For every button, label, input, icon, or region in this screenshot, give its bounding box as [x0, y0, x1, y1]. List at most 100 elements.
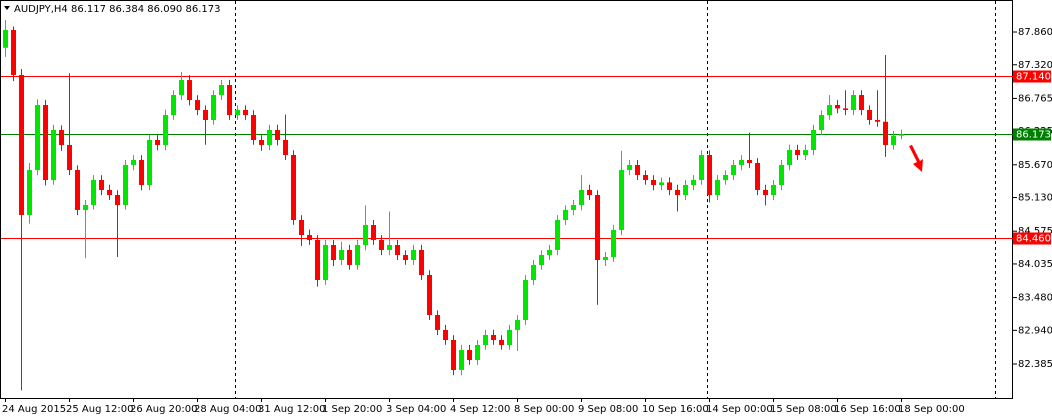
candle-body	[555, 219, 560, 250]
candle-body	[259, 140, 264, 145]
candle-body	[731, 164, 736, 175]
candle-body	[819, 115, 824, 130]
candle-body	[571, 205, 576, 210]
candle-body	[691, 180, 696, 185]
candle-body	[419, 249, 424, 275]
y-tick-label: 82.385	[1018, 359, 1052, 370]
level-label: 86.173	[1016, 130, 1051, 141]
candle-body	[91, 180, 96, 206]
candle-body	[275, 129, 280, 141]
y-tick-label: 87.860	[1018, 27, 1052, 38]
candle-body	[651, 180, 656, 185]
candle-body	[635, 164, 640, 175]
candle-body	[803, 150, 808, 155]
y-tick-label: 84.575	[1018, 226, 1052, 237]
candle-body	[387, 245, 392, 250]
x-tick-label: 24 Aug 2015	[2, 404, 66, 415]
candle-body	[603, 256, 608, 260]
candle-body	[323, 245, 328, 281]
candle-body	[491, 335, 496, 340]
candle-body	[427, 274, 432, 315]
y-tick-label: 87.320	[1018, 60, 1052, 71]
x-tick-label: 31 Aug 12:00	[258, 404, 325, 415]
candle-body	[675, 189, 680, 195]
candle-body	[227, 85, 232, 116]
candle-body	[147, 140, 152, 185]
candle-body	[451, 339, 456, 370]
x-tick-label: 1 Sep 20:00	[322, 404, 382, 415]
x-tick-label: 10 Sep 16:00	[642, 404, 709, 415]
x-tick-label: 3 Sep 04:00	[386, 404, 446, 415]
candle-body	[811, 129, 816, 151]
candle-body	[179, 80, 184, 96]
y-tick-label: 83.480	[1018, 293, 1052, 304]
candle-body	[459, 349, 464, 370]
x-tick-label: 4 Sep 12:00	[450, 404, 510, 415]
y-tick-label: 85.130	[1018, 193, 1052, 204]
y-tick-label: 84.035	[1018, 259, 1052, 270]
candle-body	[763, 189, 768, 195]
candle-body	[579, 189, 584, 206]
candle-body	[659, 182, 664, 185]
candle-body	[627, 164, 632, 171]
candle-body	[11, 30, 16, 76]
candle-body	[747, 160, 752, 163]
candle-body	[3, 30, 8, 48]
candle-body	[355, 245, 360, 265]
candle-body	[75, 170, 80, 210]
candle-body	[307, 235, 312, 240]
candle-body	[795, 150, 800, 155]
candle-body	[411, 249, 416, 260]
candle-body	[739, 160, 744, 165]
candle-body	[347, 249, 352, 265]
candle-body	[595, 194, 600, 260]
candle-body	[683, 184, 688, 195]
candle-body	[443, 329, 448, 340]
candle-body	[851, 95, 856, 110]
candle-body	[699, 154, 704, 181]
candle-body	[315, 239, 320, 281]
candle-body	[499, 339, 504, 346]
candle-body	[899, 134, 904, 136]
candle-body	[35, 105, 40, 171]
candle-body	[43, 105, 48, 181]
x-tick-label: 25 Aug 12:00	[66, 404, 133, 415]
candle-body	[467, 349, 472, 360]
y-tick-label: 85.670	[1018, 160, 1052, 171]
candle-body	[155, 140, 160, 145]
candle-body	[891, 135, 896, 145]
candle-body	[643, 174, 648, 181]
candle-body	[843, 108, 848, 110]
candle-body	[115, 194, 120, 206]
candle-body	[59, 129, 64, 145]
candle-body	[587, 189, 592, 195]
x-tick-label: 8 Sep 00:00	[514, 404, 574, 415]
candle-body	[435, 314, 440, 330]
candle-body	[363, 225, 368, 246]
candle-body	[83, 205, 88, 210]
candle-body	[539, 255, 544, 265]
candle-body	[171, 95, 176, 116]
candle-body	[475, 345, 480, 360]
candle-body	[619, 170, 624, 230]
candle-body	[787, 150, 792, 165]
candle-body	[859, 95, 864, 110]
x-tick-label: 9 Sep 08:00	[578, 404, 638, 415]
y-tick-label: 82.940	[1018, 325, 1052, 336]
candle-body	[195, 100, 200, 110]
candle-body	[723, 174, 728, 181]
candle-body	[707, 154, 712, 195]
candle-body	[403, 255, 408, 260]
x-tick-label: 14 Sep 00:00	[706, 404, 773, 415]
candle-body	[547, 249, 552, 256]
candle-body	[243, 109, 248, 116]
candle-body	[755, 162, 760, 190]
candle-body	[715, 180, 720, 195]
candle-body	[827, 105, 832, 116]
candle-body	[99, 180, 104, 190]
candle-body	[187, 80, 192, 101]
candle-body	[611, 229, 616, 257]
candle-body	[395, 245, 400, 256]
candle-body	[299, 219, 304, 236]
